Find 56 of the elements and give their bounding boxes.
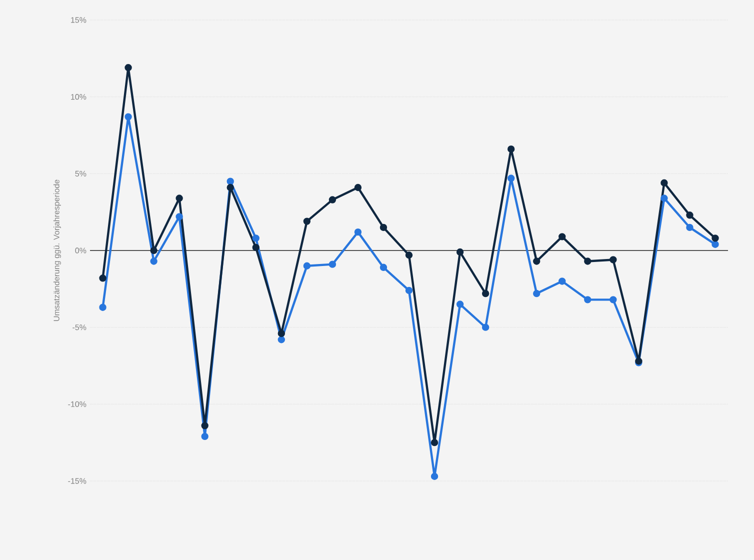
point [610,296,617,304]
point [660,194,668,202]
point [278,330,286,338]
point [124,64,132,72]
point [380,264,388,271]
point [176,194,183,202]
point [533,290,540,298]
point [354,228,362,236]
point [252,244,260,252]
point [712,240,719,248]
point [150,258,158,265]
point [303,218,311,225]
point [226,184,234,192]
y-tick-label: 10% [71,94,86,100]
point [712,234,719,242]
point [380,224,388,232]
point [201,432,208,440]
point [328,260,336,268]
point [686,212,694,219]
y-tick-label: -15% [68,478,86,484]
point [124,113,132,120]
y-axis-title: Umsatzänderung ggü. Vorjahresperiode [53,180,61,321]
point [610,256,617,264]
point [482,290,490,298]
point [99,274,106,282]
point [278,336,286,344]
point [456,248,464,256]
point [430,472,438,480]
point [456,300,464,308]
point [558,278,566,285]
point [584,296,592,304]
point [99,304,106,311]
point [328,196,336,204]
y-tick-label: 5% [75,170,86,176]
y-tick-label: -10% [68,401,86,407]
point [303,262,311,270]
point [354,184,362,192]
point [430,438,438,446]
y-tick-label: -5% [72,324,86,330]
point [507,145,515,153]
point [482,324,490,331]
point [405,252,413,259]
point [252,234,260,242]
point [558,233,566,240]
y-tick-label: 0% [75,248,86,254]
point [660,179,668,186]
point [686,224,694,232]
point [176,213,183,220]
point [201,422,208,430]
point [226,178,234,185]
point [405,286,413,294]
point [507,174,515,182]
point [150,246,158,254]
point [584,258,592,265]
point [533,258,540,265]
y-tick-label: 15% [71,17,86,23]
